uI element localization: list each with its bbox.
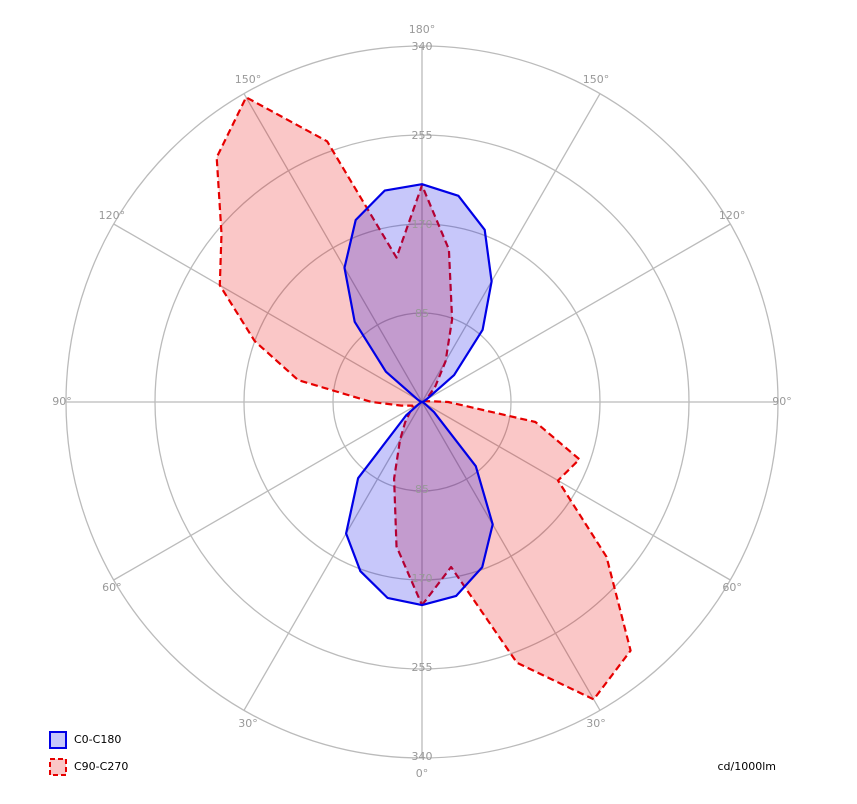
legend-label: C0-C180	[74, 733, 121, 746]
angle-label: 0°	[416, 767, 429, 780]
series-area	[343, 183, 494, 607]
legend-swatch	[49, 731, 67, 749]
angle-label: 150°	[583, 73, 610, 86]
labels: 0° 30° 60° 90° 120° 150° 180° 150° 120° 90° 60° 30°…	[49, 23, 792, 780]
spoke	[421, 223, 731, 403]
r-tick-label: 255	[412, 129, 433, 142]
legend-label: C90-C270	[74, 760, 128, 773]
spoke	[243, 401, 423, 711]
angle-label: 120°	[719, 209, 746, 222]
angle-label: 180°	[409, 23, 436, 36]
spoke	[421, 401, 731, 581]
r-tick-label: 340	[412, 750, 433, 763]
legend-swatch	[49, 758, 67, 776]
r-tick-label: 85	[415, 483, 429, 496]
r-tick-label: 170	[412, 572, 433, 585]
angle-label: 60°	[722, 581, 742, 594]
spoke	[421, 401, 601, 711]
r-tick-label: 85	[415, 307, 429, 320]
spoke	[243, 93, 423, 403]
angle-label: 150°	[235, 73, 262, 86]
angle-label: 60°	[102, 581, 122, 594]
spoke	[113, 223, 423, 403]
spoke	[113, 401, 423, 581]
unit-label: cd/1000lm	[717, 760, 776, 773]
r-tick-label: 255	[412, 661, 433, 674]
plot-area	[215, 96, 632, 701]
grid	[65, 45, 779, 759]
angle-label: 120°	[99, 209, 126, 222]
angle-label: 30°	[238, 717, 258, 730]
angle-label: 90°	[772, 395, 792, 408]
r-tick-label: 170	[412, 218, 433, 231]
angle-label: 90°	[52, 395, 72, 408]
r-tick-label: 340	[412, 40, 433, 53]
angle-label: 30°	[586, 717, 606, 730]
spoke	[421, 93, 601, 403]
